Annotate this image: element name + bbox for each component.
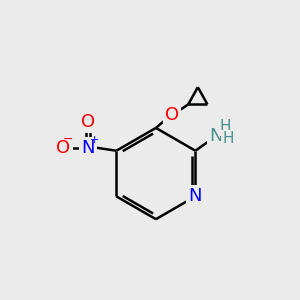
Text: N: N	[209, 127, 223, 145]
Text: O: O	[56, 139, 70, 157]
Text: O: O	[165, 106, 179, 124]
Text: −: −	[63, 133, 74, 146]
Text: H: H	[223, 131, 234, 146]
Text: N: N	[82, 139, 95, 157]
Text: N: N	[189, 188, 202, 206]
Text: +: +	[90, 135, 100, 145]
Text: O: O	[81, 113, 95, 131]
Text: H: H	[220, 119, 231, 134]
